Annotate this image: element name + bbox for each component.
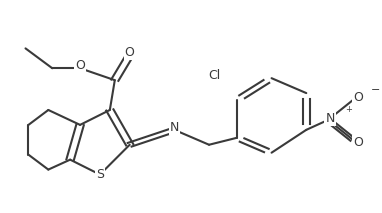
Text: O: O [353, 136, 363, 149]
Text: S: S [96, 168, 104, 181]
Text: N: N [325, 112, 335, 125]
Text: Cl: Cl [208, 69, 220, 82]
Text: −: − [371, 85, 380, 95]
Text: O: O [125, 46, 134, 59]
Text: O: O [75, 59, 85, 72]
Text: +: + [345, 105, 352, 114]
Text: O: O [353, 91, 363, 104]
Text: N: N [170, 121, 179, 134]
